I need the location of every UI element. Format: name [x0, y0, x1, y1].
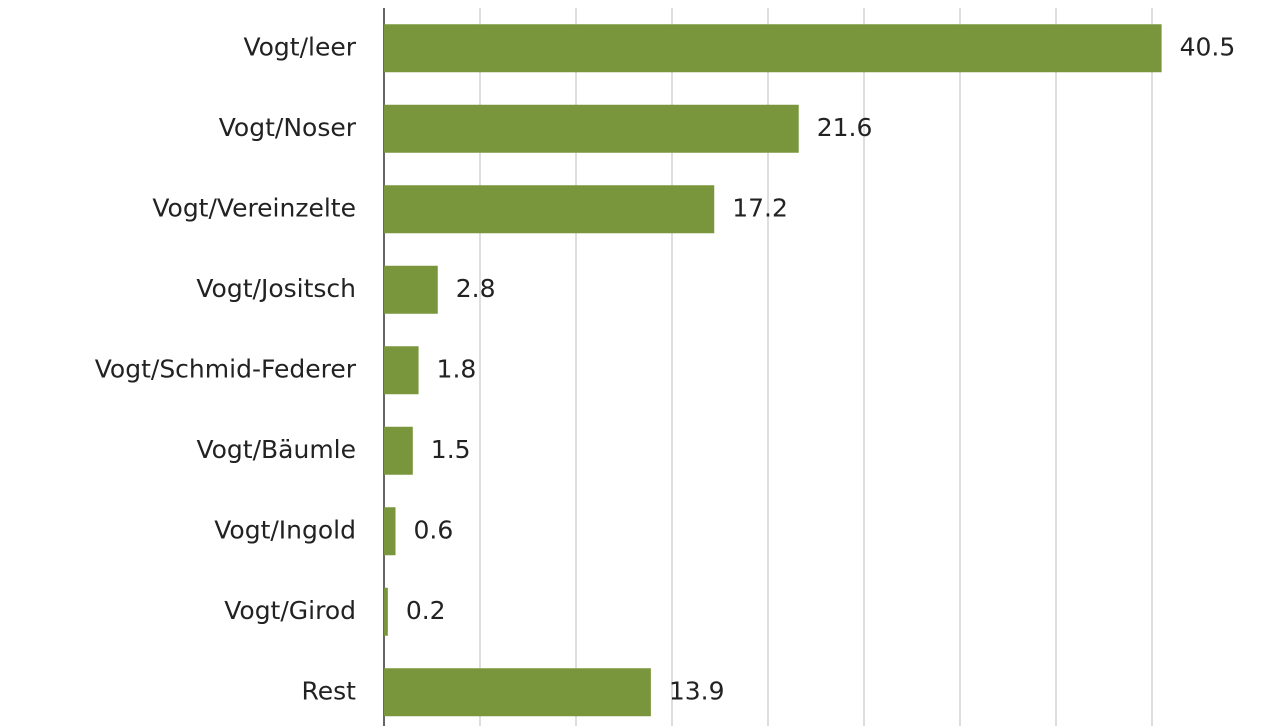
y-tick-label: Vogt/Noser	[219, 113, 357, 142]
y-tick-label: Vogt/Schmid-Federer	[95, 354, 357, 383]
bar	[384, 185, 715, 234]
value-label: 1.5	[431, 435, 471, 464]
y-tick-label: Vogt/leer	[243, 32, 356, 61]
y-tick-label: Vogt/Bäumle	[196, 435, 356, 464]
value-label: 17.2	[732, 193, 788, 222]
bars	[384, 24, 1162, 717]
bar	[384, 265, 438, 314]
value-label: 2.8	[456, 274, 496, 303]
bar	[384, 346, 419, 395]
value-label: 0.2	[406, 596, 446, 625]
y-tick-label: Rest	[302, 676, 357, 705]
value-label: 13.9	[669, 676, 725, 705]
y-tick-label: Vogt/Girod	[224, 596, 356, 625]
bar	[384, 24, 1162, 73]
value-label: 0.6	[414, 515, 454, 544]
y-tick-label: Vogt/Jositsch	[196, 274, 356, 303]
value-label: 40.5	[1180, 32, 1236, 61]
value-label: 21.6	[817, 113, 873, 142]
bar	[384, 668, 651, 717]
y-tick-label: Vogt/Vereinzelte	[152, 193, 356, 222]
bar	[384, 426, 413, 475]
value-label: 1.8	[437, 354, 477, 383]
bar	[384, 104, 799, 153]
bar	[384, 587, 388, 636]
bar	[384, 507, 396, 556]
y-tick-label: Vogt/Ingold	[214, 515, 356, 544]
